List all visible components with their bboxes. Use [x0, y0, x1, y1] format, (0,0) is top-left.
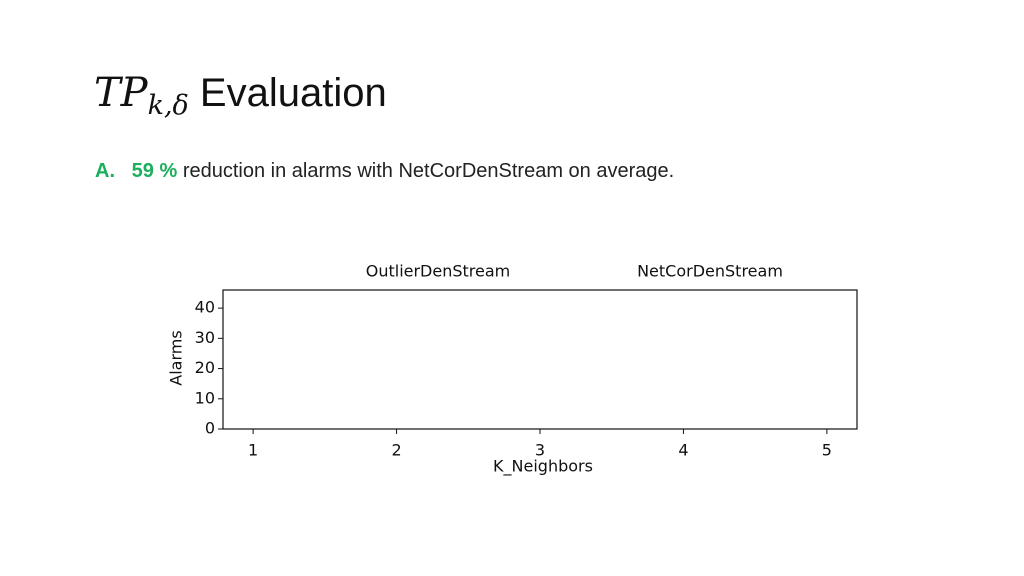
legend-label: NetCorDenStream [637, 262, 783, 281]
title-math: TP [94, 70, 148, 116]
title-subscript: k,δ [147, 90, 189, 121]
y-axis-label: Alarms [167, 330, 186, 385]
y-tick-label: 10 [195, 388, 215, 407]
y-tick-label: 40 [195, 298, 215, 317]
x-tick-label: 4 [678, 441, 688, 460]
x-axis-label: K_Neighbors [493, 457, 593, 477]
bullet-highlight: 59 % [131, 160, 178, 182]
title-text: Evaluation [199, 71, 387, 115]
y-tick-label: 30 [195, 328, 215, 347]
x-tick-label: 5 [822, 441, 832, 460]
bullet: A. 59 % reduction in alarms with NetCorD… [95, 160, 674, 183]
plot-frame [222, 289, 858, 430]
slide-title: TPk,δ Evaluation [94, 70, 387, 121]
x-tick-label: 1 [248, 441, 258, 460]
bullet-marker: A. [95, 160, 115, 182]
y-tick-label: 0 [205, 419, 215, 438]
x-tick-label: 3 [535, 441, 545, 460]
y-tick-label: 20 [195, 358, 215, 377]
legend-label: OutlierDenStream [366, 262, 511, 281]
x-tick-label: 2 [391, 441, 401, 460]
bullet-text: reduction in alarms with NetCorDenStream… [182, 160, 675, 182]
